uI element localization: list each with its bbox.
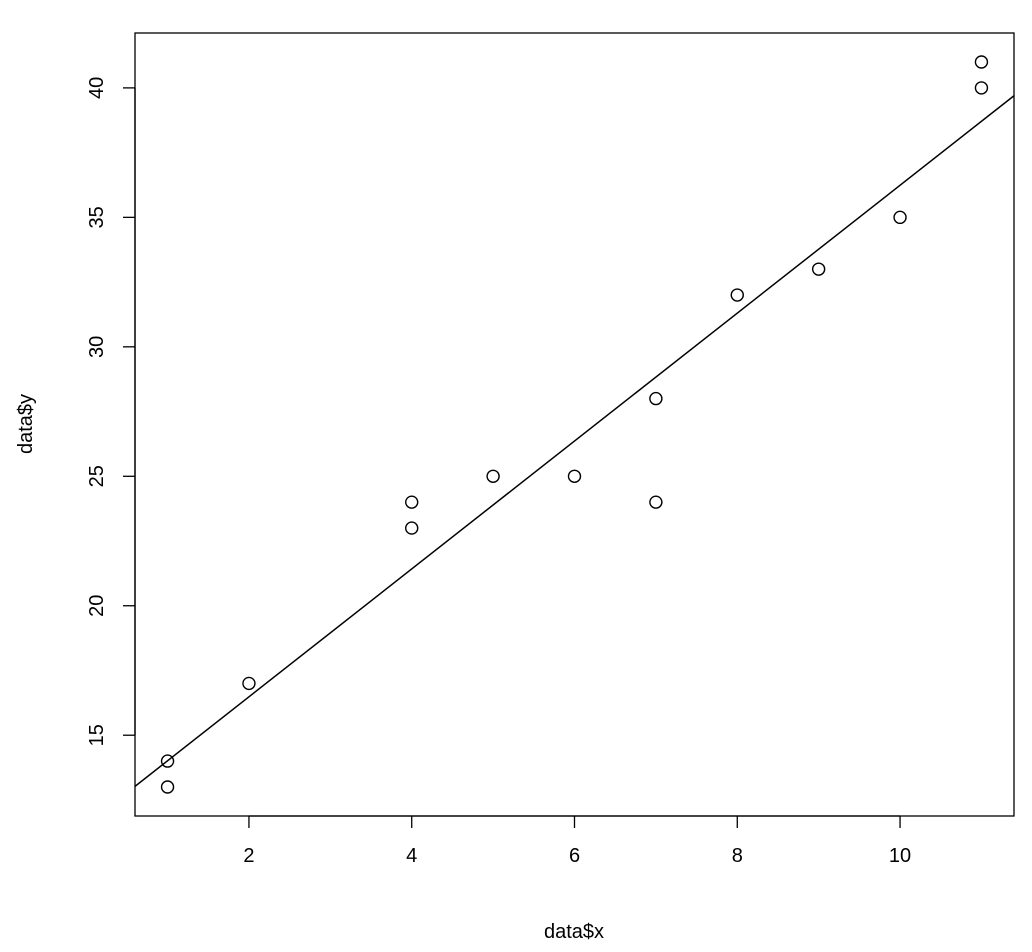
data-point — [974, 81, 989, 95]
data-point — [405, 495, 419, 509]
y-tick-label: 15 — [86, 724, 108, 746]
data-point — [160, 754, 175, 768]
data-point — [730, 288, 744, 302]
data-point — [486, 469, 500, 483]
regression-line-group — [134, 95, 1015, 787]
x-axis: 2 4 6 8 10 — [243, 815, 911, 867]
data-point — [567, 469, 582, 483]
data-point — [649, 495, 663, 509]
regression-line — [134, 95, 1015, 787]
x-tick-label: 2 — [243, 845, 254, 867]
x-tick-label: 4 — [406, 845, 417, 867]
y-tick-label: 40 — [86, 77, 108, 99]
data-point — [242, 676, 256, 691]
points-group — [160, 55, 989, 794]
data-point — [160, 780, 175, 794]
plot-box — [134, 32, 1015, 817]
x-tick-label: 6 — [569, 845, 580, 867]
y-axis: 15 20 25 30 35 40 — [86, 77, 136, 746]
x-tick-label: 8 — [732, 845, 743, 867]
y-axis-label: data$y — [15, 394, 37, 454]
data-point — [974, 55, 989, 69]
data-point — [811, 262, 826, 276]
x-tick-label: 10 — [889, 845, 911, 867]
y-tick-label: 30 — [86, 336, 108, 358]
x-axis-label: data$x — [544, 921, 604, 943]
data-point — [893, 210, 907, 225]
data-point — [405, 521, 419, 535]
data-point — [649, 391, 663, 406]
y-tick-label: 25 — [86, 465, 108, 487]
y-tick-label: 20 — [86, 595, 108, 617]
y-tick-label: 35 — [86, 206, 108, 228]
